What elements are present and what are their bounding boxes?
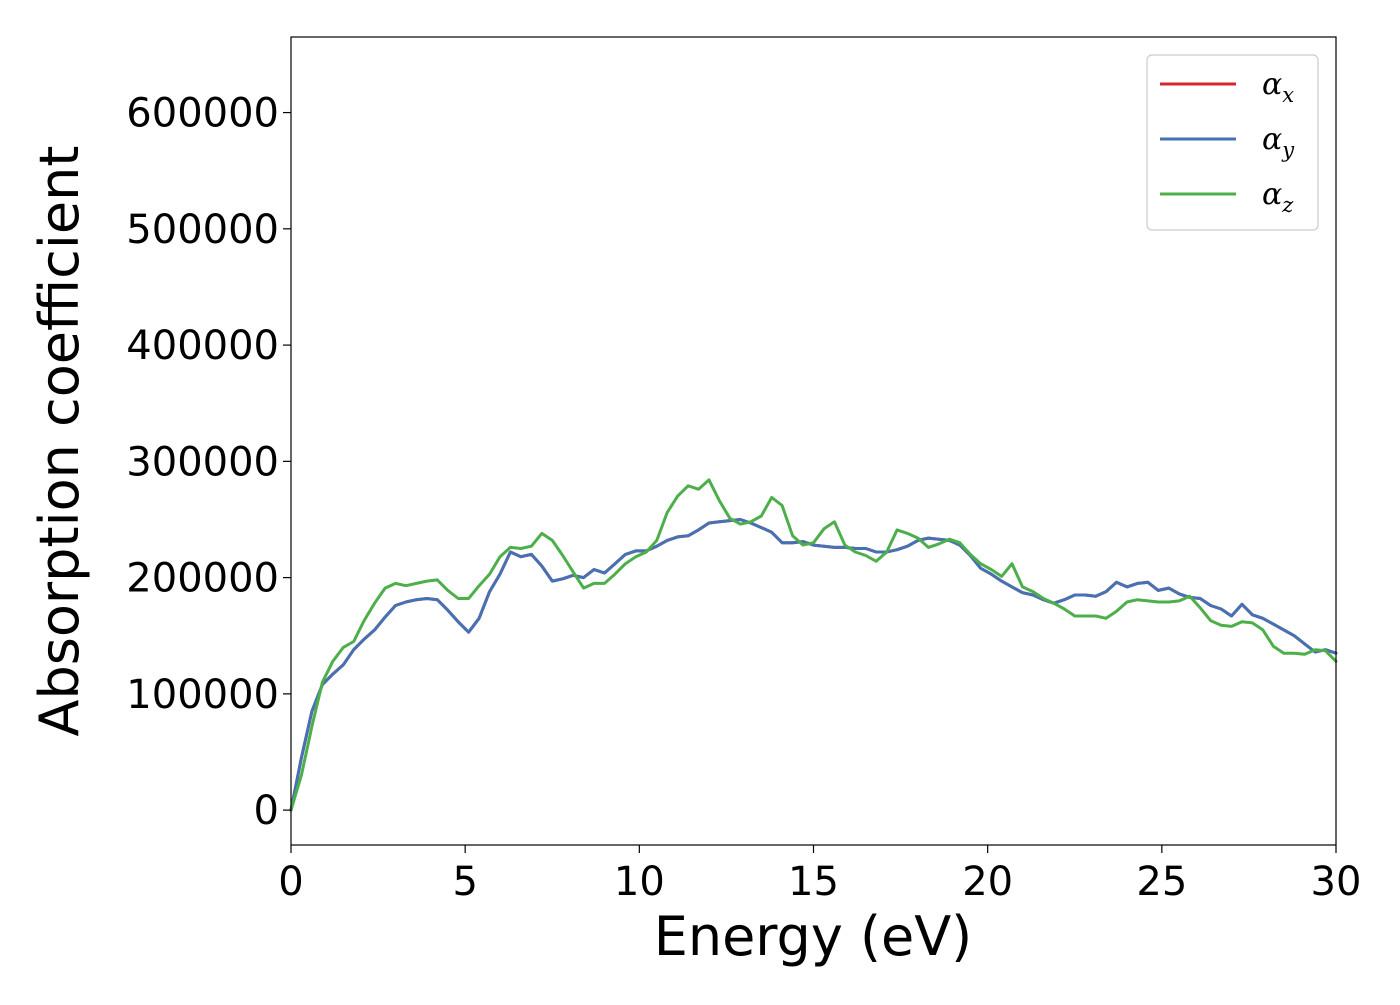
y-tick-label: 300000 <box>126 439 279 485</box>
series-line-alpha-z <box>289 478 1338 812</box>
x-tick-label: 20 <box>962 859 1013 905</box>
y-axis-ticks: 0 100000 200000 300000 400000 500000 600000 <box>126 91 291 834</box>
y-tick-label: 200000 <box>126 556 279 602</box>
y-tick-label: 400000 <box>126 323 279 369</box>
y-tick-label: 600000 <box>126 91 279 137</box>
legend-entries: αx αy αz <box>1160 67 1295 217</box>
x-tick-label: 15 <box>788 859 839 905</box>
legend-label-alpha-z: αz <box>1262 177 1294 217</box>
x-axis-label: Energy (eV) <box>654 905 973 968</box>
legend-box <box>1146 54 1319 231</box>
series-layer <box>289 478 1338 812</box>
legend: αx αy αz <box>1146 54 1319 231</box>
legend-label-alpha-y: αy <box>1262 122 1295 162</box>
y-tick-label: 500000 <box>126 207 279 253</box>
y-tick-label: 100000 <box>126 672 279 718</box>
x-tick-label: 0 <box>278 859 303 905</box>
legend-label-alpha-x: αx <box>1262 67 1294 107</box>
x-tick-label: 10 <box>614 859 665 905</box>
x-axis-ticks: 0 5 10 15 20 25 30 <box>278 845 1361 905</box>
x-tick-label: 5 <box>452 859 477 905</box>
y-axis-label: Absorption coefficient <box>28 146 91 737</box>
series-line-alpha-y <box>289 518 1338 812</box>
x-tick-label: 30 <box>1311 859 1362 905</box>
y-tick-label: 0 <box>254 788 279 834</box>
x-tick-label: 25 <box>1136 859 1187 905</box>
